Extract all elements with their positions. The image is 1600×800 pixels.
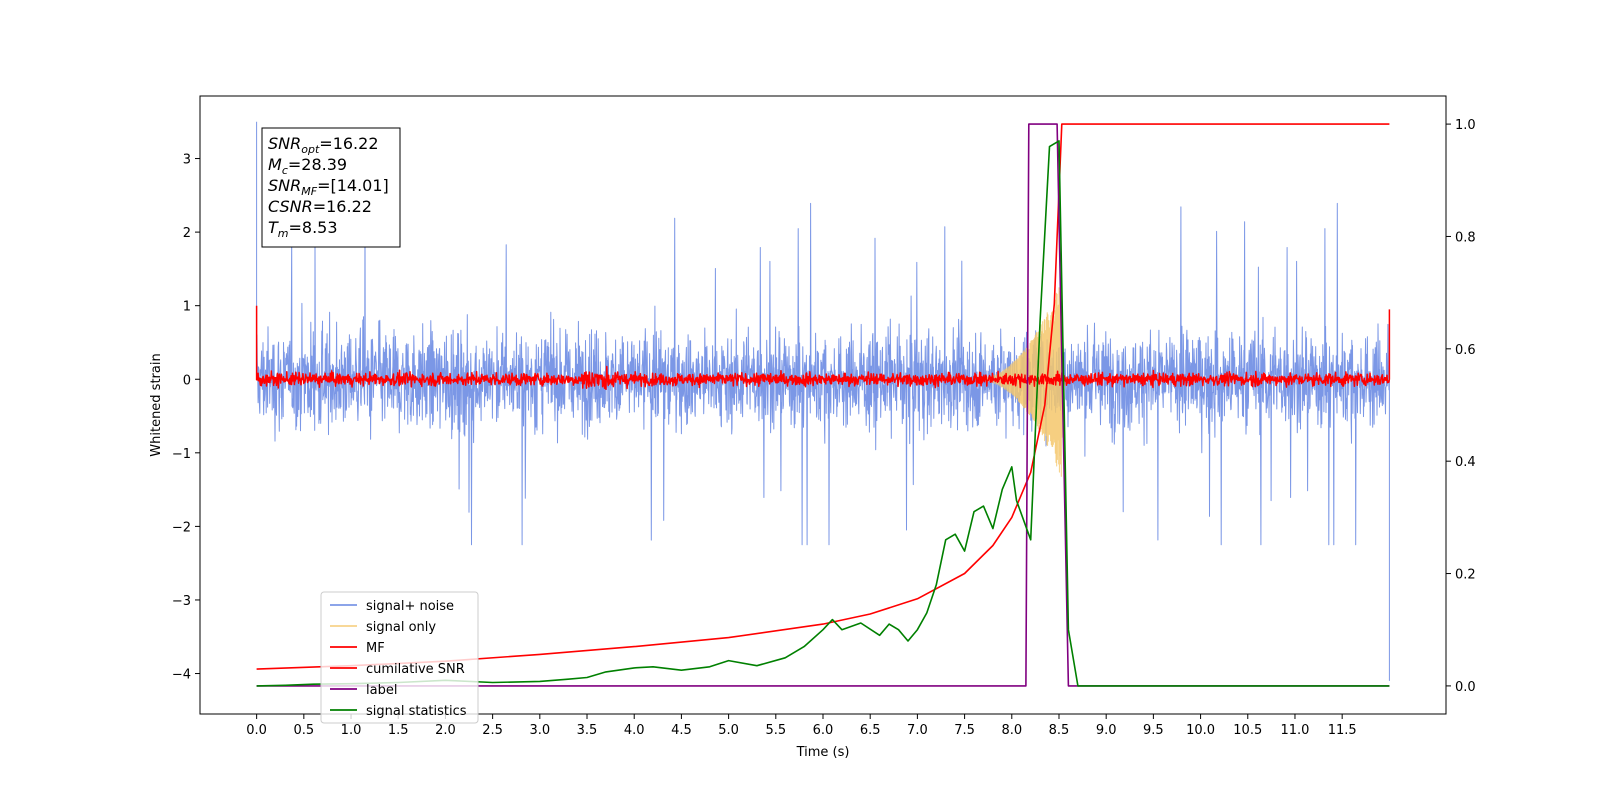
y-tick-label: −3 xyxy=(172,594,191,609)
x-tick-label: 9.5 xyxy=(1143,723,1164,738)
x-tick-label: 0.5 xyxy=(293,723,314,738)
x-tick-label: 5.0 xyxy=(718,723,739,738)
series-signal-only xyxy=(973,283,1063,477)
x-tick-label: 1.0 xyxy=(341,723,362,738)
x-tick-label: 7.5 xyxy=(954,723,975,738)
y-tick-label: −1 xyxy=(172,447,191,462)
series-signal-plus-noise xyxy=(256,121,1390,681)
annotation-subscript: MF xyxy=(301,185,317,198)
x-axis: 0.0 0.5 1.0 1.5 2.0 2.5 3.0 3.5 4.0 4.5 5.0 5.5 6.0 6… xyxy=(246,714,1357,738)
x-tick-label: 8.0 xyxy=(1001,723,1022,738)
x-tick-label: 9.0 xyxy=(1096,723,1117,738)
annotation-subscript: m xyxy=(278,227,289,240)
y-axis-label: Whitened strain xyxy=(149,353,164,456)
legend-label: signal+ noise xyxy=(366,599,454,614)
annotation-subscript: c xyxy=(282,164,288,177)
stats-annotation: SNRopt=16.22Mc=28.39SNRMF=[14.01]CSNR=16… xyxy=(261,127,401,248)
annotation-line: Tm=8.53 xyxy=(268,218,338,240)
legend-label: cumilative SNR xyxy=(366,662,465,677)
annotation-box xyxy=(261,127,401,248)
annotation-line: SNRopt=16.22 xyxy=(268,134,379,156)
annotation-value: =16.22 xyxy=(319,134,378,153)
y2-tick-label: 0.0 xyxy=(1455,680,1476,695)
x-tick-label: 4.5 xyxy=(671,723,692,738)
x-axis-label: Time (s) xyxy=(796,745,850,760)
y-axis-right: 0.0 0.2 0.4 0.6 0.8 1.0 xyxy=(1446,118,1476,695)
x-tick-label: 2.0 xyxy=(435,723,456,738)
x-tick-label: 6.5 xyxy=(860,723,881,738)
y-tick-label: 0 xyxy=(183,373,191,388)
series-layer xyxy=(255,121,1391,687)
y-tick-label: −2 xyxy=(172,520,191,535)
x-tick-label: 8.5 xyxy=(1049,723,1070,738)
annotation-value: =28.39 xyxy=(288,155,347,174)
annotation-symbol: SNR xyxy=(268,176,301,195)
annotation-line: CSNR=16.22 xyxy=(268,197,372,216)
annotation-symbol: T xyxy=(268,218,279,237)
x-tick-label: 2.5 xyxy=(482,723,503,738)
y2-tick-label: 0.8 xyxy=(1455,230,1476,245)
x-tick-label: 3.0 xyxy=(529,723,550,738)
y2-tick-label: 0.6 xyxy=(1455,343,1476,358)
annotation-value: =8.53 xyxy=(289,218,338,237)
annotation-symbol: M xyxy=(268,155,282,174)
legend-label: label xyxy=(366,683,397,698)
y2-tick-label: 1.0 xyxy=(1455,118,1476,133)
y-tick-label: 2 xyxy=(183,226,191,241)
y-tick-label: 1 xyxy=(183,300,191,315)
x-tick-label: 1.5 xyxy=(388,723,409,738)
x-tick-label: 4.0 xyxy=(624,723,645,738)
x-tick-label: 3.5 xyxy=(577,723,598,738)
legend-label: MF xyxy=(366,641,385,656)
annotation-symbol: SNR xyxy=(268,134,301,153)
annotation-line: Mc=28.39 xyxy=(268,155,347,177)
x-tick-label: 11.0 xyxy=(1280,723,1309,738)
legend-box xyxy=(320,591,479,724)
series-mf xyxy=(255,305,1391,391)
x-tick-label: 10.0 xyxy=(1186,723,1215,738)
annotation-value: =16.22 xyxy=(313,197,372,216)
series-cumulative-snr xyxy=(256,123,1390,670)
series-signal-statistics xyxy=(256,140,1390,687)
legend-label: signal only xyxy=(366,620,436,635)
x-tick-label: 11.5 xyxy=(1328,723,1357,738)
x-tick-label: 6.0 xyxy=(813,723,834,738)
y-tick-label: −4 xyxy=(172,668,191,683)
x-tick-label: 0.0 xyxy=(246,723,267,738)
y-axis-left: −4 −3 −2 −1 0 1 2 3 xyxy=(172,153,200,683)
annotation-line: SNRMF=[14.01] xyxy=(268,176,389,198)
annotation-value: =[14.01] xyxy=(317,176,389,195)
x-tick-label: 7.0 xyxy=(907,723,928,738)
legend-label: signal statistics xyxy=(366,704,467,719)
y2-tick-label: 0.2 xyxy=(1455,568,1476,583)
y2-tick-label: 0.4 xyxy=(1455,455,1476,470)
annotation-symbol: CSNR xyxy=(268,197,313,216)
y-tick-label: 3 xyxy=(183,153,191,168)
x-tick-label: 10.5 xyxy=(1233,723,1262,738)
legend: signal+ noise signal only MF cumilative SNR… xyxy=(320,591,479,724)
x-tick-label: 5.5 xyxy=(765,723,786,738)
annotation-subscript: opt xyxy=(301,143,320,156)
